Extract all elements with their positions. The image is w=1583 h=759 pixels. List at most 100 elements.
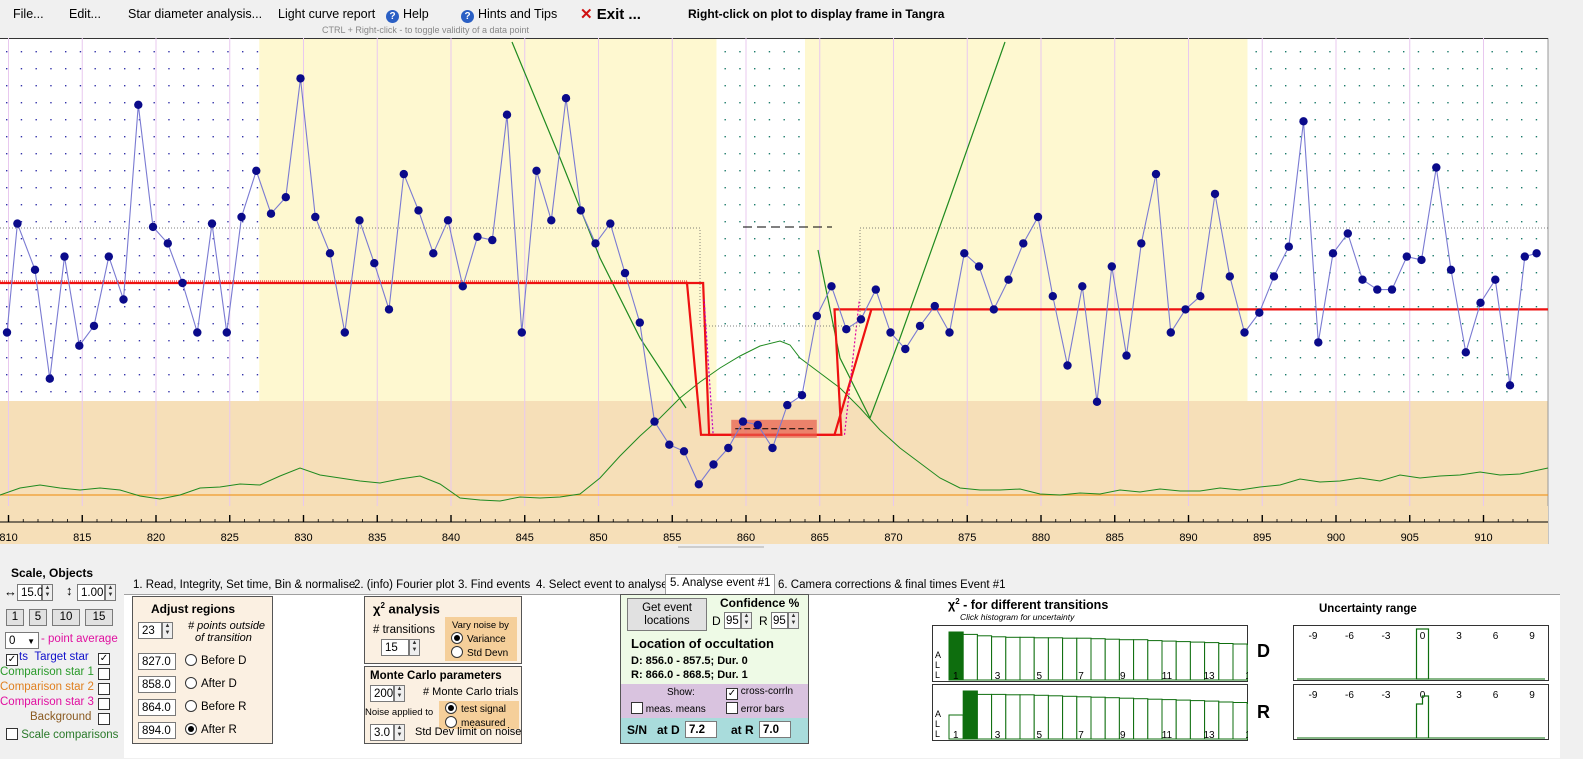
point-average-select[interactable]: 0 ▼ [5,632,39,649]
tab-camera-corrections[interactable]: 6. Camera corrections & final times Even… [778,579,1006,591]
std-limit-input[interactable]: 3.0 [370,724,394,741]
menu-edit[interactable]: Edit... [69,7,101,21]
tab-select-event[interactable]: 4. Select event to analyse [536,579,668,591]
error-bars-option[interactable]: error bars [726,702,784,715]
horizontal-scrollbar[interactable]: ‹ › [0,544,1548,548]
menu-help[interactable]: ? Help [386,7,429,23]
before-d-radio[interactable]: Before D [185,654,246,667]
d-chi2-histogram[interactable]: ALL13579111315 [932,625,1248,682]
test-signal-radio[interactable]: test signal [445,702,506,715]
target-star-checkbox[interactable]: ✓ [6,654,18,666]
after-d-input[interactable]: 858.0 [138,676,176,693]
meas-means-checkbox[interactable] [631,702,643,714]
grid-dot [1314,85,1316,87]
tab-analyse-event[interactable]: 5. Analyse event #1 [665,574,776,594]
grid-dot [768,102,771,104]
monte-carlo-trials-spinner[interactable]: ▲ ▼ [394,685,405,702]
after-r-radio-dot [185,723,197,735]
after-r-input[interactable]: 894.0 [138,722,176,739]
grid-dot [20,85,23,87]
points-outside-spinner[interactable]: ▲ ▼ [162,622,173,639]
measured-radio[interactable]: measured [445,716,505,729]
scroll-right-icon[interactable]: › [1536,546,1540,548]
zoom-10-button[interactable]: 10 [52,609,80,626]
grid-dot [1462,323,1464,325]
cross-corrln-checkbox[interactable]: ✓ [726,688,738,700]
std-devn-radio[interactable]: Std Devn [451,646,508,659]
target-star-row[interactable]: ✓ ts Target star ✓ [6,651,110,666]
light-curve-plot[interactable]: 810 815 820 825 830 835 840 845 850 855 860 865 870 8… [0,38,1583,548]
menu-light-curve-report[interactable]: Light curve report [278,7,376,21]
target-star-scale-checkbox[interactable]: ✓ [98,653,110,665]
tab-fourier-plot[interactable]: 2. (info) Fourier plot [354,579,455,591]
confidence-d-spinner[interactable]: ▲ ▼ [741,612,752,629]
scale-comparisons-row[interactable]: Scale comparisons [6,728,118,741]
grid-dot [1432,289,1434,291]
background-row[interactable]: Background [30,711,110,725]
get-event-locations-button[interactable]: Get event locations [627,598,707,631]
after-d-radio[interactable]: After D [185,677,237,690]
grid-dot [1329,306,1331,308]
scale-comparisons-checkbox[interactable] [6,728,18,740]
monte-carlo-trials-input[interactable]: 200 [370,685,394,702]
comparison-star-3-checkbox[interactable] [98,698,110,710]
r-chi2-histogram[interactable]: ALL13579111315 [932,684,1248,741]
scale-h-spinner[interactable]: ▲ ▼ [42,584,53,601]
transitions-spinner[interactable]: ▲ ▼ [409,639,420,656]
scale-h-input[interactable]: 15.0 [17,584,43,601]
scrollbar-thumb[interactable] [678,546,764,548]
points-outside-input[interactable]: 23 [138,622,162,639]
scale-v-spinner[interactable]: ▲ ▼ [105,584,116,601]
comparison-star-1-checkbox[interactable] [98,668,110,680]
grid-dot [1299,102,1302,104]
grid-dot [256,187,259,189]
grid-dot [197,374,200,376]
menu-hints[interactable]: ? Hints and Tips [461,7,557,23]
tab-find-events[interactable]: 3. Find events [458,579,531,591]
grid-dot [724,357,726,359]
scale-v-input[interactable]: 1.00 [77,584,105,601]
zoom-5-button[interactable]: 5 [29,609,47,626]
comparison-star-3-row[interactable]: Comparison star 3 [0,696,110,710]
grid-dot [1462,102,1464,104]
grid-dot [1491,68,1493,70]
comparison-star-2-checkbox[interactable] [98,683,110,695]
grid-dot [798,68,800,70]
histogram-bar [1019,694,1035,740]
menu-star-diameter[interactable]: Star diameter analysis... [128,7,263,21]
tab-read-integrity[interactable]: 1. Read, Integrity, Set time, Bin & norm… [133,579,356,591]
before-d-input[interactable]: 827.0 [138,653,176,670]
zoom-15-button[interactable]: 15 [85,609,113,626]
grid-dot [1358,187,1361,189]
before-r-radio[interactable]: Before R [185,700,246,713]
before-r-input[interactable]: 864.0 [138,699,176,716]
variance-radio[interactable]: Variance [451,632,506,645]
error-bars-checkbox[interactable] [726,702,738,714]
grid-dot [50,357,52,359]
data-point [1417,255,1426,265]
background-checkbox[interactable] [98,713,110,725]
confidence-d-input[interactable]: 95 [724,612,741,629]
grid-dot [94,306,96,308]
grid-dot [65,272,67,274]
cross-corrln-option[interactable]: ✓ cross-corrln [726,686,793,700]
after-r-radio[interactable]: After R [185,723,237,736]
std-limit-spinner[interactable]: ▲ ▼ [394,724,405,741]
scroll-left-icon[interactable]: ‹ [8,546,12,548]
comparison-star-1-row[interactable]: Comparison star 1 [0,666,110,680]
menu-file[interactable]: File... [13,7,44,21]
grid-dot [754,102,756,104]
zoom-1-button[interactable]: 1 [6,609,24,626]
grid-dot [1344,170,1346,172]
grid-dot [754,136,756,138]
confidence-r-input[interactable]: 95 [771,612,788,629]
transitions-input[interactable]: 15 [381,639,409,656]
meas-means-option[interactable]: meas. means [631,702,706,715]
adjust-regions-group: Adjust regions 23 ▲ ▼ # points outside of… [132,596,273,744]
menu-exit[interactable]: ✕ Exit ... [580,5,641,23]
comparison-star-2-row[interactable]: Comparison star 2 [0,681,110,695]
data-point [1299,117,1308,126]
grid-dot [798,289,800,291]
grid-dot [1344,204,1346,206]
confidence-r-spinner[interactable]: ▲ ▼ [788,612,799,629]
